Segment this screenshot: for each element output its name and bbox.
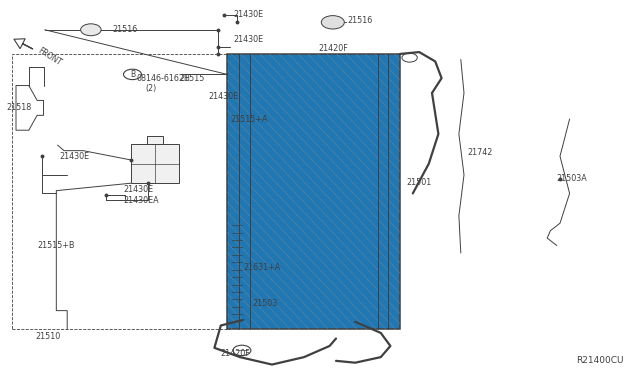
Text: 21420F: 21420F — [221, 349, 250, 358]
Circle shape — [81, 24, 101, 36]
Text: 21430EA: 21430EA — [124, 196, 159, 205]
Bar — [12, 54, 229, 329]
FancyArrowPatch shape — [14, 39, 33, 49]
Text: (2): (2) — [145, 84, 157, 93]
Text: 21420F: 21420F — [319, 44, 348, 53]
Text: 21518: 21518 — [6, 103, 31, 112]
Text: 21430E: 21430E — [124, 185, 154, 194]
Text: 21501: 21501 — [406, 178, 431, 187]
Text: FRONT: FRONT — [36, 46, 63, 67]
Text: 08146-6162H: 08146-6162H — [136, 74, 190, 83]
Text: 21510: 21510 — [35, 332, 60, 341]
Text: 21503A: 21503A — [557, 174, 588, 183]
Text: 21503: 21503 — [253, 299, 278, 308]
Text: 21516: 21516 — [347, 16, 372, 25]
Bar — [131, 144, 179, 183]
Text: 21515+B: 21515+B — [37, 241, 75, 250]
Text: 21430E: 21430E — [60, 152, 90, 161]
Bar — [227, 54, 400, 329]
Text: 21742: 21742 — [467, 148, 493, 157]
Bar — [227, 54, 400, 329]
Text: 21515+A: 21515+A — [230, 115, 268, 124]
Text: 21430E: 21430E — [234, 35, 264, 44]
Text: 21430E: 21430E — [234, 10, 264, 19]
Circle shape — [321, 16, 344, 29]
Text: 21430E: 21430E — [208, 92, 238, 101]
Text: B: B — [130, 70, 135, 79]
Bar — [147, 136, 163, 144]
Text: 21516: 21516 — [112, 25, 137, 34]
Text: R21400CU: R21400CU — [577, 356, 624, 365]
Text: 21631+A: 21631+A — [243, 263, 280, 272]
Text: 21515: 21515 — [179, 74, 205, 83]
